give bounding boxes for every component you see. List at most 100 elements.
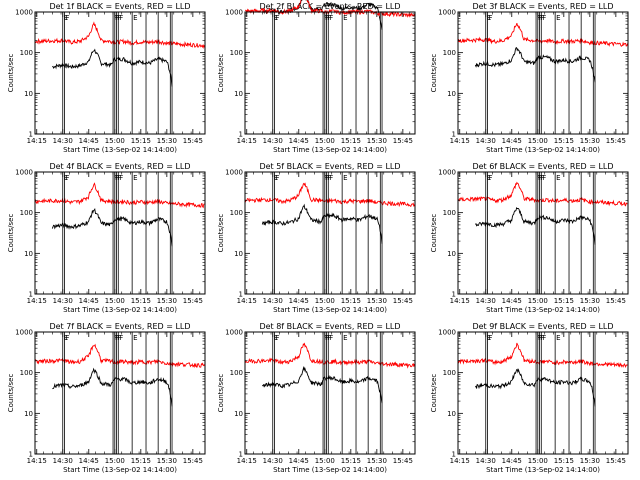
marker-flag: F [542, 14, 546, 22]
panel-title: Det 4f BLACK = Events, RED = LLD [49, 162, 190, 171]
marker-flag: F [537, 174, 541, 182]
y-tick-label: 100 [20, 369, 33, 377]
marker-flag: F [539, 14, 543, 22]
marker-flag: F [118, 14, 122, 22]
x-tick-label: 15:45 [393, 457, 413, 465]
x-tick-label: 14:45 [79, 297, 99, 305]
x-tick-label: 15:30 [157, 297, 177, 305]
x-tick-label: 15:45 [606, 457, 626, 465]
series-line-events [475, 206, 596, 245]
y-tick-label: 100 [443, 209, 456, 217]
plot-frame [457, 171, 629, 295]
plot-frame [34, 331, 206, 455]
marker-flag: F [114, 174, 118, 182]
marker-flag: F [324, 174, 328, 182]
marker-flag: E [556, 174, 560, 182]
marker-flag: F [537, 334, 541, 342]
panel-title: Det 9f BLACK = Events, RED = LLD [472, 322, 613, 331]
y-tick-label: 10 [24, 90, 33, 98]
y-tick-label: 1000 [15, 9, 33, 17]
marker-flag: F [488, 174, 492, 182]
x-tick-label: 14:45 [502, 137, 522, 145]
x-axis-label: Start Time (13-Sep-02 14:14:00) [486, 466, 600, 474]
marker-flag: E [274, 334, 278, 342]
y-tick-label: 1 [452, 291, 456, 299]
marker-flag: E [343, 14, 347, 22]
x-tick-label: 15:45 [606, 297, 626, 305]
marker-flag: E [64, 174, 68, 182]
x-tick-label: 15:30 [580, 137, 600, 145]
x-tick-label: 14:45 [289, 297, 309, 305]
x-tick-label: 14:45 [79, 137, 99, 145]
series-line-lld [244, 0, 415, 18]
marker-flag: F [326, 334, 330, 342]
marker-flag: E [343, 334, 347, 342]
plot-frame [34, 171, 206, 295]
x-tick-label: 14:30 [263, 297, 283, 305]
y-tick-label: 1 [452, 131, 456, 139]
marker-flag: F [324, 14, 328, 22]
marker-flag: F [329, 334, 333, 342]
y-axis-label: Counts/sec [217, 374, 225, 413]
x-axis-label: Start Time (13-Sep-02 14:14:00) [273, 306, 387, 314]
y-tick-label: 10 [24, 250, 33, 258]
x-tick-label: 14:15 [237, 297, 257, 305]
x-tick-label: 15:00 [528, 457, 548, 465]
marker-flag: E [133, 14, 137, 22]
marker-flag: F [116, 334, 120, 342]
y-tick-label: 1 [452, 451, 456, 459]
x-tick-label: 15:30 [580, 297, 600, 305]
x-tick-label: 14:30 [53, 297, 73, 305]
marker-flag: F [275, 14, 279, 22]
marker-flag: F [326, 14, 330, 22]
y-tick-label: 1 [29, 291, 33, 299]
x-tick-label: 15:15 [554, 297, 574, 305]
marker-flag: F [328, 334, 332, 342]
y-tick-label: 1 [239, 451, 243, 459]
x-tick-label: 15:15 [131, 457, 151, 465]
y-tick-label: 10 [234, 410, 243, 418]
series-line-events [474, 47, 596, 83]
marker-flag: F [116, 14, 120, 22]
x-tick-label: 15:30 [157, 457, 177, 465]
x-tick-label: 14:30 [263, 137, 283, 145]
x-tick-label: 15:45 [183, 137, 203, 145]
x-tick-label: 15:00 [105, 457, 125, 465]
y-axis-label: Counts/sec [217, 54, 225, 93]
plot-frame [34, 11, 206, 135]
marker-flag: F [114, 334, 118, 342]
marker-flag: E [487, 334, 491, 342]
y-tick-label: 1000 [15, 169, 33, 177]
x-tick-label: 14:15 [237, 457, 257, 465]
x-tick-label: 15:45 [393, 297, 413, 305]
x-tick-label: 15:15 [131, 297, 151, 305]
y-tick-label: 1000 [225, 329, 243, 337]
marker-flag: F [114, 14, 118, 22]
x-axis-label: Start Time (13-Sep-02 14:14:00) [63, 146, 177, 154]
series-line-events [261, 203, 383, 244]
series-line-events [52, 367, 173, 407]
marker-flag: F [537, 14, 541, 22]
marker-flag: F [275, 334, 279, 342]
marker-flag: F [541, 334, 545, 342]
x-tick-label: 15:30 [367, 137, 387, 145]
x-tick-label: 15:15 [341, 457, 361, 465]
y-axis-label: Counts/sec [217, 214, 225, 253]
y-tick-label: 1000 [438, 169, 456, 177]
x-tick-label: 14:45 [289, 137, 309, 145]
x-tick-label: 14:45 [79, 457, 99, 465]
series-line-lld [34, 21, 205, 50]
y-tick-label: 100 [230, 49, 243, 57]
marker-flag: F [326, 174, 330, 182]
x-tick-label: 14:15 [27, 457, 47, 465]
y-tick-label: 1 [29, 451, 33, 459]
x-tick-label: 14:15 [27, 137, 47, 145]
y-tick-label: 10 [24, 410, 33, 418]
panel-title: Det 7f BLACK = Events, RED = LLD [49, 322, 190, 331]
marker-flag: F [328, 174, 332, 182]
marker-flag: F [541, 174, 545, 182]
panel-title: Det 1f BLACK = Events, RED = LLD [49, 2, 190, 11]
